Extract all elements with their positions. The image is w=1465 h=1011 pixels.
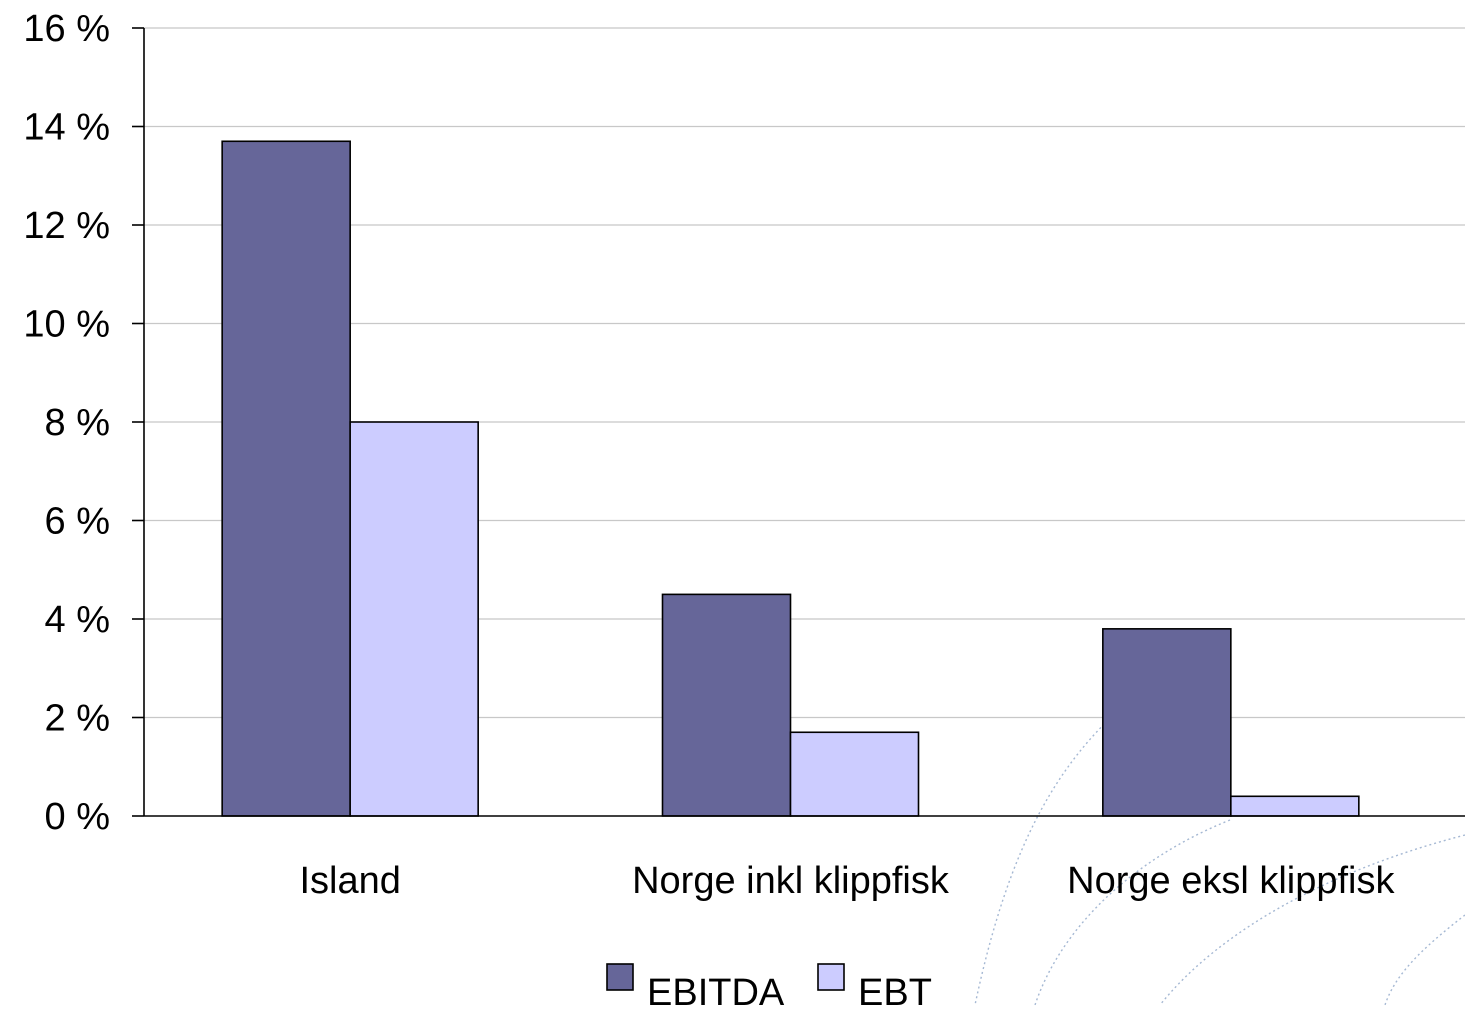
- y-tick-label: 6 %: [45, 501, 110, 543]
- y-tick-label: 10 %: [23, 304, 110, 346]
- bar-ebitda-3: [1102, 628, 1232, 817]
- y-tick-label: 14 %: [23, 107, 110, 149]
- y-tick-label: 2 %: [45, 698, 110, 740]
- axes: [132, 27, 1465, 817]
- x-category-label: Island: [299, 860, 400, 902]
- legend-swatch-ebt: [817, 963, 845, 991]
- bar-ebitda-2: [661, 593, 792, 817]
- bars: [221, 140, 1360, 817]
- y-tick-label: 16 %: [23, 8, 110, 50]
- y-tick-label: 0 %: [45, 796, 110, 838]
- bar-ebitda-1: [221, 140, 351, 817]
- category-labels: Island Norge inkl klippfisk Norge eksl kli…: [299, 860, 1395, 902]
- y-tick-label: 8 %: [45, 402, 110, 444]
- bar-ebt-3: [1230, 795, 1360, 817]
- legend-label-ebitda: EBITDA: [647, 972, 785, 1011]
- legend-swatch-ebitda: [606, 963, 634, 991]
- legend-label-ebt: EBT: [858, 972, 932, 1011]
- x-category-label: Norge eksl klippfisk: [1067, 860, 1395, 902]
- bar-ebt-2: [789, 731, 920, 817]
- y-tick-label: 4 %: [45, 599, 110, 641]
- gridlines: [144, 27, 1465, 719]
- y-tick-labels: 0 % 2 % 4 % 6 % 8 % 10 % 12 % 14 % 16 %: [23, 8, 110, 838]
- x-category-label: Norge inkl klippfisk: [632, 860, 950, 902]
- legend: EBITDA EBT: [606, 963, 932, 1011]
- y-tick-label: 12 %: [23, 205, 110, 247]
- bar-ebt-1: [349, 421, 479, 817]
